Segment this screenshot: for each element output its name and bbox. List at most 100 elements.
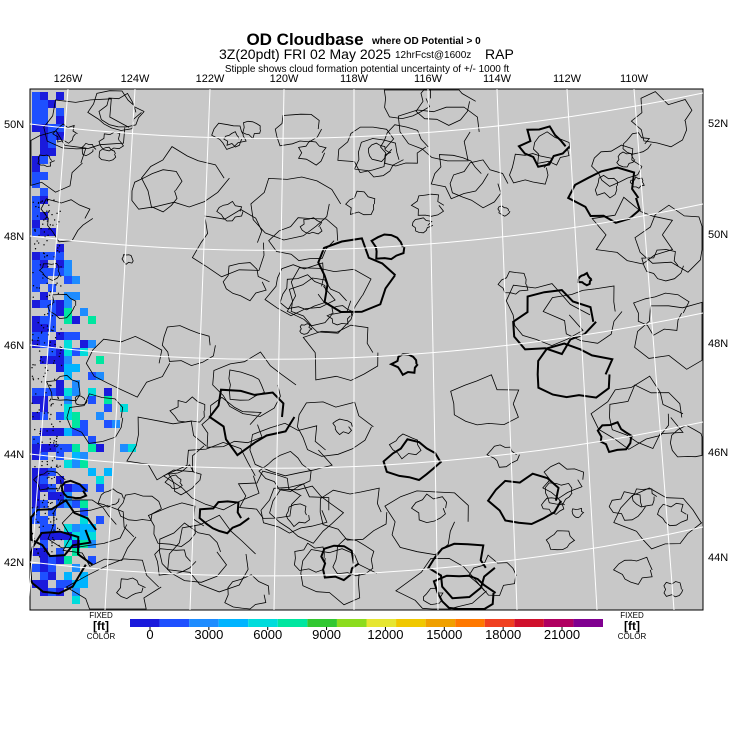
cloud-cell xyxy=(40,580,48,588)
contour xyxy=(237,470,302,519)
contour xyxy=(383,89,431,120)
stipple xyxy=(38,206,40,209)
cloud-cell xyxy=(40,268,48,276)
contour xyxy=(222,262,270,302)
cloud-cell xyxy=(32,548,40,556)
stipple xyxy=(51,544,53,547)
contour xyxy=(274,113,322,147)
stipple xyxy=(51,350,54,353)
stipple xyxy=(46,240,48,242)
stipple xyxy=(58,245,61,247)
stipple xyxy=(31,532,34,535)
stipple xyxy=(41,501,44,504)
contour xyxy=(388,353,419,377)
valid-time: 3Z(20pdt) FRI 02 May 2025 xyxy=(219,46,391,62)
cloud-cell xyxy=(104,468,112,476)
contour xyxy=(296,401,374,457)
stipple xyxy=(60,494,62,497)
stipple xyxy=(49,341,52,343)
contour xyxy=(663,581,684,598)
stipple xyxy=(31,507,34,509)
cloud-cell xyxy=(72,596,80,604)
contour xyxy=(633,292,690,336)
cloud-cell xyxy=(80,508,88,516)
cloud-cell xyxy=(56,332,64,340)
cloud-cell xyxy=(72,316,80,324)
contour xyxy=(285,503,310,528)
cloud-cell xyxy=(64,484,72,492)
contour xyxy=(332,538,375,577)
contour xyxy=(30,499,97,558)
contour xyxy=(410,193,445,217)
stipple xyxy=(53,445,56,447)
stipple xyxy=(37,202,40,204)
meridian xyxy=(496,88,518,611)
colorbar-label: 15000 xyxy=(426,627,462,642)
stipple xyxy=(43,219,45,221)
stipple xyxy=(52,429,54,432)
stipple xyxy=(60,328,62,330)
stipple xyxy=(43,342,46,344)
cloud-cell xyxy=(64,556,72,564)
contour xyxy=(410,493,448,524)
stipple xyxy=(47,486,49,489)
cloud-cell xyxy=(72,580,80,588)
contour xyxy=(264,262,336,317)
cloud-cell xyxy=(72,460,80,468)
stipple xyxy=(52,224,54,226)
stipple xyxy=(48,228,50,230)
cloud-cell xyxy=(56,92,64,100)
stipple xyxy=(32,378,35,381)
cloud-cell xyxy=(40,340,48,348)
contour xyxy=(345,190,376,216)
cloud-cell xyxy=(48,388,56,396)
stipple xyxy=(32,296,34,298)
contour xyxy=(509,153,554,185)
lon-label: 114W xyxy=(483,73,512,85)
stipple xyxy=(56,464,58,466)
cloud-cell xyxy=(72,484,80,492)
cloud-cell xyxy=(32,316,40,324)
stipple xyxy=(60,538,62,541)
cloud-cell xyxy=(48,252,56,260)
stipple xyxy=(50,423,53,425)
stipple xyxy=(47,501,50,504)
stipple xyxy=(31,402,33,404)
lat-label-right: 48N xyxy=(708,338,728,350)
stipple xyxy=(51,460,54,462)
cloud-cell xyxy=(96,356,104,364)
cloud-cell xyxy=(72,452,80,460)
cloud-cell xyxy=(56,108,64,116)
lat-label-right: 52N xyxy=(708,118,728,130)
stipple xyxy=(55,284,57,286)
lat-label-left: 48N xyxy=(4,231,24,243)
stipple xyxy=(49,502,52,505)
colorbar-swatch xyxy=(277,619,308,627)
cloud-cell xyxy=(40,132,48,140)
stipple xyxy=(41,464,43,467)
contour xyxy=(326,305,353,326)
stipple xyxy=(44,372,46,374)
cloud-cell xyxy=(40,476,48,484)
lat-label-right: 50N xyxy=(708,229,728,241)
colorbar-label: 12000 xyxy=(367,627,403,642)
cloud-cell xyxy=(96,516,104,524)
stipple xyxy=(37,322,39,324)
contour xyxy=(319,487,388,541)
contour xyxy=(541,497,565,515)
cloud-cell xyxy=(48,148,56,156)
parallel xyxy=(29,203,704,251)
contour xyxy=(208,388,296,457)
colorbar-swatch xyxy=(425,619,456,627)
stipple xyxy=(50,405,52,407)
lat-label-right: 44N xyxy=(708,552,728,564)
colorbar-fixed: FIXED xyxy=(620,611,644,620)
stipple xyxy=(51,315,54,317)
cloud-cell xyxy=(72,348,80,356)
lon-label: 124W xyxy=(121,73,150,85)
stipple xyxy=(51,213,53,216)
cloud-cell xyxy=(72,332,80,340)
stipple xyxy=(41,441,43,443)
cloud-cell xyxy=(56,388,64,396)
cloud-cell xyxy=(32,268,40,276)
